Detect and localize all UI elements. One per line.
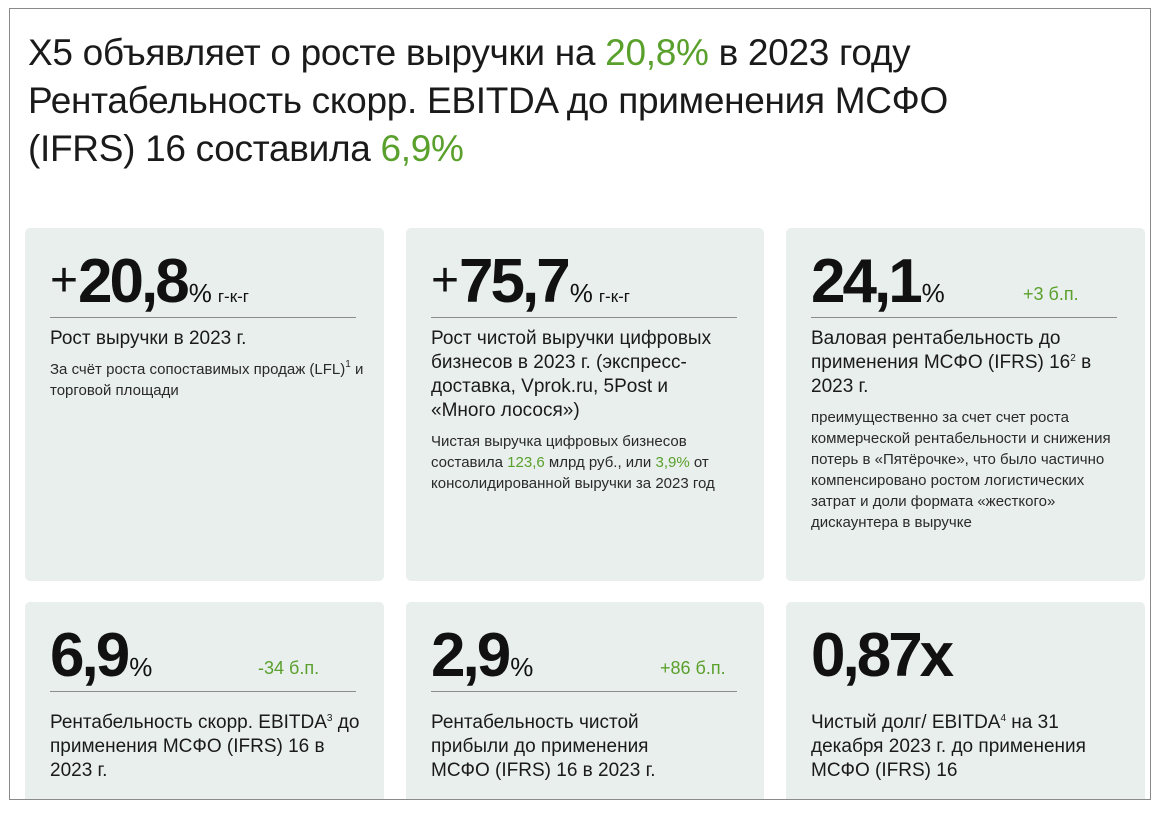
metric-note: За счёт роста сопоставимых продаж (LFL)1… — [50, 359, 364, 400]
card-ebitda-margin: 6,9% -34 б.п. Рентабельность скорр. EBIT… — [25, 602, 384, 799]
metric-title: Рост выручки в 2023 г. За счёт роста соп… — [50, 327, 370, 401]
infographic-frame: X5 объявляет о росте выручки на 20,8% в … — [9, 8, 1151, 800]
metric-note: Чистая выручка цифровых бизнесов состави… — [431, 433, 715, 492]
digital-revenue-value: 123,6 — [507, 454, 545, 471]
divider — [50, 691, 356, 692]
card-net-profit-margin: 2,9% +86 б.п. Рентабельность чистой приб… — [406, 602, 764, 799]
ebitda-margin-highlight: 6,9% — [380, 128, 464, 169]
digital-share-value: 3,9% — [655, 454, 690, 471]
metric-value: 0,87x — [811, 621, 954, 690]
metric-title: Рост чистой выручки цифровых бизнесов в … — [431, 327, 736, 494]
headline-line-2: Рентабельность скорр. EBITDA до применен… — [28, 80, 948, 121]
metric-value: 2,9% — [431, 621, 534, 690]
metric-value: +75,7% г-к-г — [431, 247, 630, 316]
card-revenue-growth: +20,8% г-к-г Рост выручки в 2023 г. За сч… — [25, 228, 384, 581]
card-gross-margin: 24,1% +3 б.п. Валовая рентабельность до … — [786, 228, 1145, 581]
headline-line-3: (IFRS) 16 составила 6,9% — [28, 128, 464, 169]
divider — [50, 317, 356, 318]
metric-value: 24,1% — [811, 247, 945, 316]
headline: X5 объявляет о росте выручки на 20,8% в … — [28, 29, 1138, 173]
revenue-growth-highlight: 20,8% — [605, 32, 709, 73]
headline-line-1: X5 объявляет о росте выручки на 20,8% в … — [28, 32, 911, 73]
metric-delta: +3 б.п. — [1023, 284, 1079, 304]
metric-value: +20,8% г-к-г — [50, 247, 249, 316]
metric-title: Рентабельность скорр. EBITDA3 до примене… — [50, 712, 360, 781]
metric-title: Рентабельность чистой прибыли до примене… — [431, 712, 656, 781]
metric-note: преимущественно за счет счет роста комме… — [811, 409, 1111, 531]
divider — [811, 317, 1117, 318]
metric-title: Валовая рентабельность до применения МСФ… — [811, 327, 1123, 533]
card-net-debt-ebitda: 0,87x Чистый долг/ EBITDA4 на 31 декабря… — [786, 602, 1145, 799]
metric-title: Чистый долг/ EBITDA4 на 31 декабря 2023 … — [811, 712, 1086, 781]
card-digital-revenue-growth: +75,7% г-к-г Рост чистой выручки цифровых… — [406, 228, 764, 581]
metric-delta: -34 б.п. — [258, 658, 320, 678]
metric-delta: +86 б.п. — [660, 658, 726, 678]
metric-value: 6,9% — [50, 621, 153, 690]
divider — [431, 691, 737, 692]
divider — [431, 317, 737, 318]
